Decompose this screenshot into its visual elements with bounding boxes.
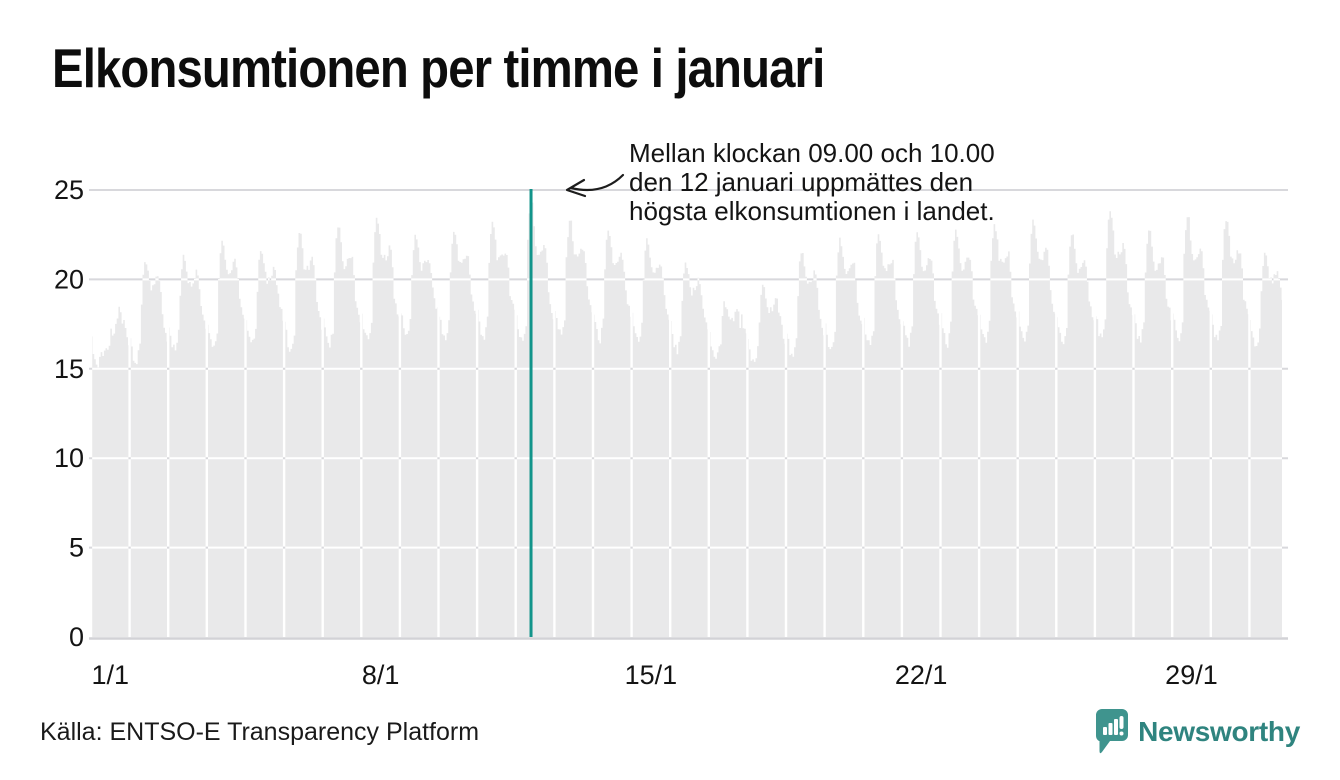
y-axis-label: 15 bbox=[54, 354, 84, 384]
day-column bbox=[401, 234, 438, 637]
logo-exclamation-dot bbox=[1119, 731, 1124, 736]
logo-bar-small bbox=[1103, 727, 1108, 735]
x-axis-label: 8/1 bbox=[362, 660, 400, 690]
x-axis-labels: 1/1 8/1 15/1 22/1 29/1 bbox=[92, 660, 1218, 690]
day-column bbox=[169, 254, 206, 637]
day-column bbox=[980, 224, 1017, 637]
day-column bbox=[362, 217, 399, 638]
x-axis-label: 22/1 bbox=[895, 660, 948, 690]
day-column bbox=[555, 220, 592, 637]
annotation-text: Mellan klockan 09.00 och 10.00 den 12 ja… bbox=[629, 139, 995, 226]
x-axis-label: 1/1 bbox=[92, 660, 130, 690]
day-column bbox=[439, 231, 476, 637]
day-column bbox=[130, 262, 167, 637]
day-column bbox=[787, 253, 824, 637]
y-axis-label: 10 bbox=[54, 443, 84, 473]
logo-bar-medium bbox=[1108, 723, 1113, 735]
day-column bbox=[285, 233, 322, 637]
day-column bbox=[1212, 221, 1249, 637]
day-column bbox=[1096, 211, 1133, 638]
y-axis-label: 5 bbox=[69, 533, 84, 563]
day-column bbox=[1018, 219, 1056, 637]
day-column bbox=[594, 230, 631, 637]
day-column bbox=[632, 238, 669, 637]
day-column bbox=[246, 251, 283, 637]
source-caption: Källa: ENTSO-E Transparency Platform bbox=[40, 718, 480, 746]
day-column bbox=[92, 306, 129, 637]
annotation-arrow-icon bbox=[565, 173, 625, 198]
day-column bbox=[825, 237, 863, 637]
y-axis-label: 25 bbox=[54, 175, 84, 205]
x-axis-label: 29/1 bbox=[1165, 660, 1218, 690]
y-axis-labels: 0 5 10 15 20 25 bbox=[54, 175, 84, 652]
brand-name: Newsworthy bbox=[1138, 716, 1300, 747]
brand-lockup: Newsworthy bbox=[1095, 708, 1300, 756]
y-axis-label: 0 bbox=[69, 622, 84, 652]
day-column bbox=[1057, 234, 1094, 637]
day-column bbox=[478, 221, 515, 637]
day-column bbox=[903, 232, 940, 637]
day-column bbox=[1134, 230, 1171, 637]
day-column bbox=[208, 240, 245, 638]
page-title: Elkonsumtionen per timme i januari bbox=[52, 37, 825, 99]
day-column bbox=[1173, 217, 1210, 637]
day-column bbox=[941, 229, 978, 637]
annotation-line: högsta elkonsumtionen i landet. bbox=[629, 196, 995, 226]
day-column bbox=[710, 301, 747, 637]
day-column bbox=[748, 284, 785, 637]
day-column bbox=[1250, 252, 1282, 638]
consumption-area-series bbox=[92, 198, 1282, 638]
y-axis-label: 20 bbox=[54, 264, 84, 294]
day-column bbox=[864, 234, 901, 637]
annotation-line: Mellan klockan 09.00 och 10.00 bbox=[629, 138, 995, 168]
logo-exclamation-stroke bbox=[1119, 716, 1124, 729]
x-axis-label: 15/1 bbox=[625, 660, 678, 690]
newsworthy-logo-icon bbox=[1096, 709, 1129, 754]
day-column bbox=[516, 198, 554, 637]
day-column bbox=[323, 227, 361, 637]
logo-bar-tall bbox=[1114, 719, 1119, 735]
annotation-line: den 12 januari uppmättes den bbox=[629, 167, 974, 197]
day-column bbox=[671, 262, 708, 637]
